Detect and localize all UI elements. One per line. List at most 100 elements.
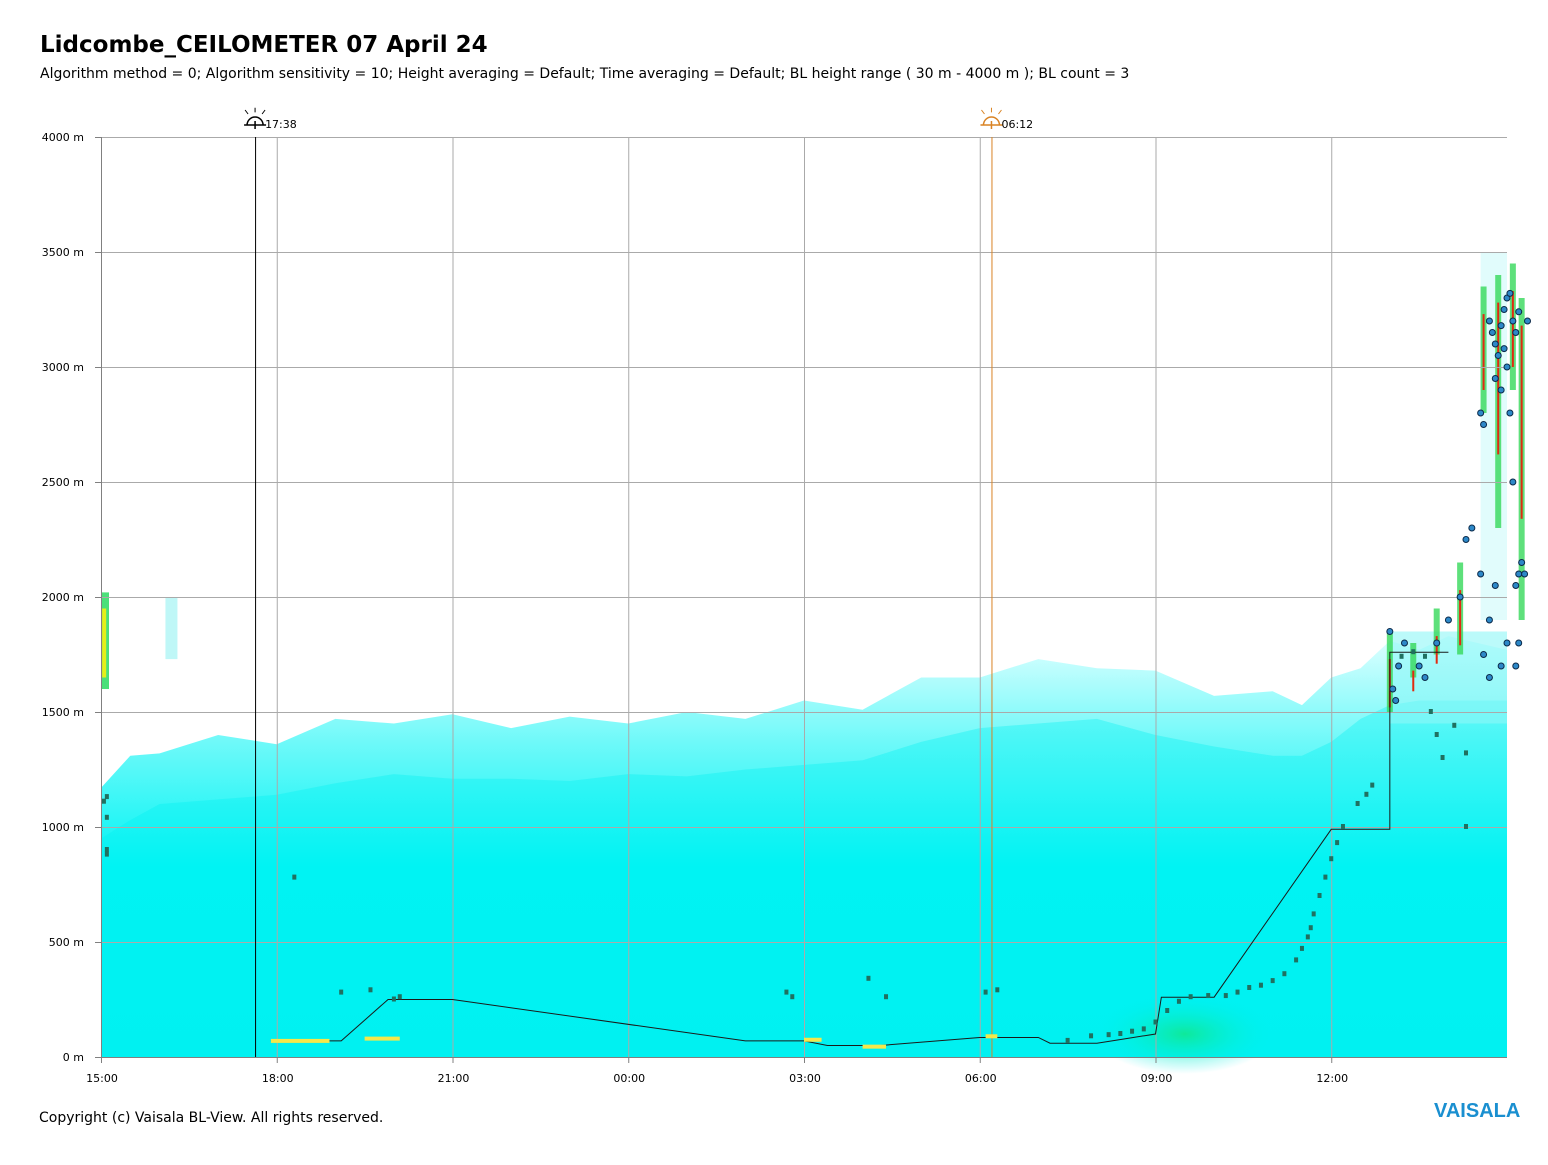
y-tick-label-7: 3500 m — [42, 246, 84, 259]
ceilometer-chart: 0 m 500 m 1000 m 1500 m 2000 m 2500 m 3000 m 35… — [42, 107, 1532, 1085]
bl-marker-8 — [391, 996, 396, 1002]
cloud-streak-1 — [1410, 643, 1417, 678]
cloud-point-4 — [1400, 639, 1408, 647]
sunset-sun-arc — [246, 116, 264, 126]
bl-marker-37 — [1311, 911, 1316, 917]
bl-marker-20 — [1130, 1028, 1135, 1034]
bl-marker-10 — [784, 989, 789, 995]
bl-marker-5 — [292, 874, 297, 880]
bl-marker-27 — [1223, 993, 1228, 999]
x-tick-label-1: 18:00 — [262, 1072, 294, 1085]
bl-marker-6 — [339, 989, 344, 995]
x-tick-label-0: 15:00 — [86, 1072, 118, 1085]
chart-axes: 0 m 500 m 1000 m 1500 m 2000 m 2500 m 3000 m 35… — [42, 131, 1507, 1085]
bl-marker-51 — [1440, 755, 1445, 760]
bl-marker-21 — [1141, 1026, 1146, 1032]
bl-marker-29 — [1247, 985, 1252, 990]
bl-marker-0 — [101, 798, 106, 804]
x-tick-label-5: 06:00 — [965, 1072, 997, 1085]
cloud-point-31 — [1491, 375, 1499, 382]
cloud-point-23 — [1494, 352, 1502, 359]
bl-marker-30 — [1258, 982, 1263, 988]
sunrise-ray-2 — [998, 109, 1002, 115]
bl-marker-44 — [1364, 791, 1369, 797]
bl-marker-22 — [1153, 1019, 1158, 1025]
bl-marker-52 — [1452, 722, 1457, 728]
cloud-point-32 — [1497, 386, 1505, 394]
cloud-layer — [1386, 289, 1532, 704]
sun-events: 17:38 06:12 — [244, 107, 1033, 1057]
cloud-core-1 — [1412, 670, 1415, 692]
sunset-ray-0 — [244, 109, 249, 115]
cloud-point-34 — [1503, 363, 1511, 371]
low-layer-segment-0 — [270, 1038, 330, 1043]
sunset-icon — [244, 107, 267, 129]
cloud-point-12 — [1477, 570, 1485, 578]
bl-marker-39 — [1323, 874, 1328, 880]
bl-marker-19 — [1118, 1031, 1123, 1036]
bl-marker-43 — [1355, 801, 1360, 806]
bl-marker-16 — [1065, 1037, 1070, 1043]
cloud-point-42 — [1518, 559, 1526, 566]
sunset-time-label: 17:38 — [265, 118, 297, 131]
sunrise-sun-arc — [982, 116, 1001, 126]
sunset-ray-2 — [261, 109, 266, 115]
cloud-point-28 — [1509, 317, 1517, 325]
low-layer-segment-2 — [804, 1037, 822, 1042]
x-tick-label-2: 21:00 — [438, 1072, 470, 1085]
bl-marker-9 — [397, 994, 402, 1000]
bl-marker-3 — [104, 847, 109, 852]
cloud-point-6 — [1421, 674, 1429, 681]
cloud-point-22 — [1491, 340, 1499, 348]
bl-height-line — [270, 651, 1449, 1046]
bl-marker-50 — [1434, 732, 1439, 737]
bl-marker-32 — [1282, 971, 1287, 977]
cloud-point-40 — [1512, 662, 1520, 670]
bl-marker-18 — [1106, 1032, 1111, 1038]
cloud-point-2 — [1392, 697, 1400, 704]
cloud-point-0 — [1386, 628, 1394, 635]
bl-marker-4 — [104, 851, 109, 857]
bl-marker-28 — [1235, 989, 1240, 995]
bl-marker-13 — [884, 994, 889, 1000]
bl-marker-2 — [104, 814, 109, 820]
backscatter-field — [101, 252, 1525, 1074]
bl-marker-11 — [790, 994, 795, 1000]
bl-marker-14 — [983, 989, 988, 995]
bl-marker-17 — [1089, 1033, 1094, 1039]
y-tick-label-2: 1000 m — [42, 821, 84, 834]
bl-marker-46 — [1399, 653, 1404, 659]
cloud-point-41 — [1515, 639, 1523, 647]
y-tick-label-0: 0 m — [63, 1051, 84, 1064]
cloud-point-9 — [1456, 593, 1464, 601]
chart-subtitle: Algorithm method = 0; Algorithm sensitiv… — [40, 66, 1130, 82]
x-tick-label-6: 09:00 — [1141, 1072, 1173, 1085]
cloud-point-10 — [1462, 536, 1470, 543]
cloud-core-2 — [1435, 636, 1438, 664]
cloud-point-24 — [1497, 322, 1505, 330]
cloud-point-3 — [1395, 662, 1403, 670]
faint-plume — [165, 597, 178, 660]
cloud-point-1 — [1389, 685, 1397, 693]
cloud-point-35 — [1506, 409, 1514, 417]
bl-marker-25 — [1188, 994, 1193, 1000]
sunrise-icon — [980, 107, 1003, 129]
cloud-point-29 — [1512, 329, 1520, 336]
cloud-point-20 — [1485, 317, 1493, 325]
cloud-point-11 — [1468, 524, 1476, 532]
y-tick-label-5: 2500 m — [42, 476, 84, 489]
cloud-point-14 — [1485, 616, 1493, 624]
y-tick-label-4: 2000 m — [42, 591, 84, 604]
sunrise-time-label: 06:12 — [1001, 118, 1033, 131]
cloud-core-7 — [1520, 325, 1523, 519]
bl-marker-24 — [1176, 998, 1181, 1004]
bl-marker-54 — [1463, 750, 1468, 756]
bl-marker-40 — [1329, 856, 1334, 862]
bl-marker-23 — [1165, 1008, 1170, 1013]
cloud-point-44 — [1524, 317, 1532, 325]
moist-layer — [1094, 994, 1275, 1074]
cloud-core-6 — [1511, 291, 1514, 367]
cloud-point-27 — [1506, 289, 1514, 297]
cloud-point-18 — [1480, 421, 1488, 428]
bl-marker-49 — [1428, 709, 1433, 714]
